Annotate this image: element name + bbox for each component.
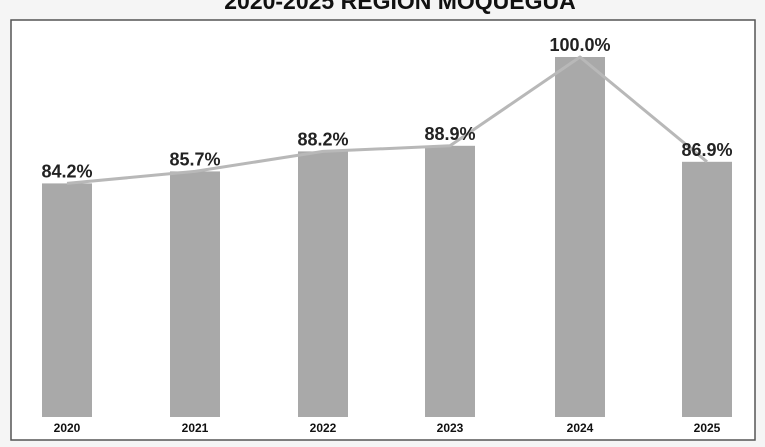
trend-line-layer xyxy=(66,55,708,185)
bar-2024 xyxy=(555,57,605,417)
bar-2025 xyxy=(682,161,732,417)
chart-title: 2020-2025 REGION MOQUEGUA xyxy=(224,0,576,14)
x-tick-2021: 2021 xyxy=(182,421,209,435)
data-label-2023: 88.9% xyxy=(424,124,475,144)
bars-layer xyxy=(42,57,732,418)
bar-2021 xyxy=(170,171,220,417)
data-label-2024: 100.0% xyxy=(549,35,610,55)
trend-line xyxy=(66,55,708,185)
x-tick-2022: 2022 xyxy=(310,421,337,435)
x-axis-ticks: 2020 2021 2022 2023 2024 2025 xyxy=(54,421,721,435)
bar-2022 xyxy=(298,151,348,417)
bar-2023 xyxy=(425,145,475,418)
data-label-2025: 86.9% xyxy=(681,140,732,160)
x-tick-2023: 2023 xyxy=(437,421,464,435)
data-label-2021: 85.7% xyxy=(169,149,220,169)
value-labels-layer: 84.2% 85.7% 88.2% 88.9% 100.0% 86.9% xyxy=(41,35,732,181)
x-tick-2024: 2024 xyxy=(567,421,594,435)
data-label-2022: 88.2% xyxy=(297,129,348,149)
x-tick-2025: 2025 xyxy=(694,421,721,435)
bar-2020 xyxy=(42,183,92,417)
data-label-2020: 84.2% xyxy=(41,161,92,181)
plot-area-frame xyxy=(10,19,756,441)
x-tick-2020: 2020 xyxy=(54,421,81,435)
